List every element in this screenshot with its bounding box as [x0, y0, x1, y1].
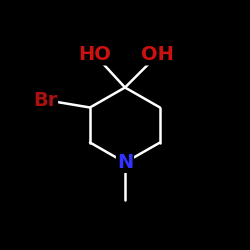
Text: Br: Br	[33, 90, 57, 110]
Text: HO: HO	[78, 46, 112, 64]
Text: OH: OH	[141, 46, 174, 64]
Text: N: N	[117, 153, 133, 172]
